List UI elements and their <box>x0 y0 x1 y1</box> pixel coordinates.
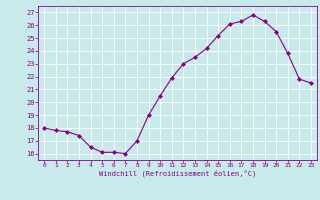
X-axis label: Windchill (Refroidissement éolien,°C): Windchill (Refroidissement éolien,°C) <box>99 170 256 177</box>
